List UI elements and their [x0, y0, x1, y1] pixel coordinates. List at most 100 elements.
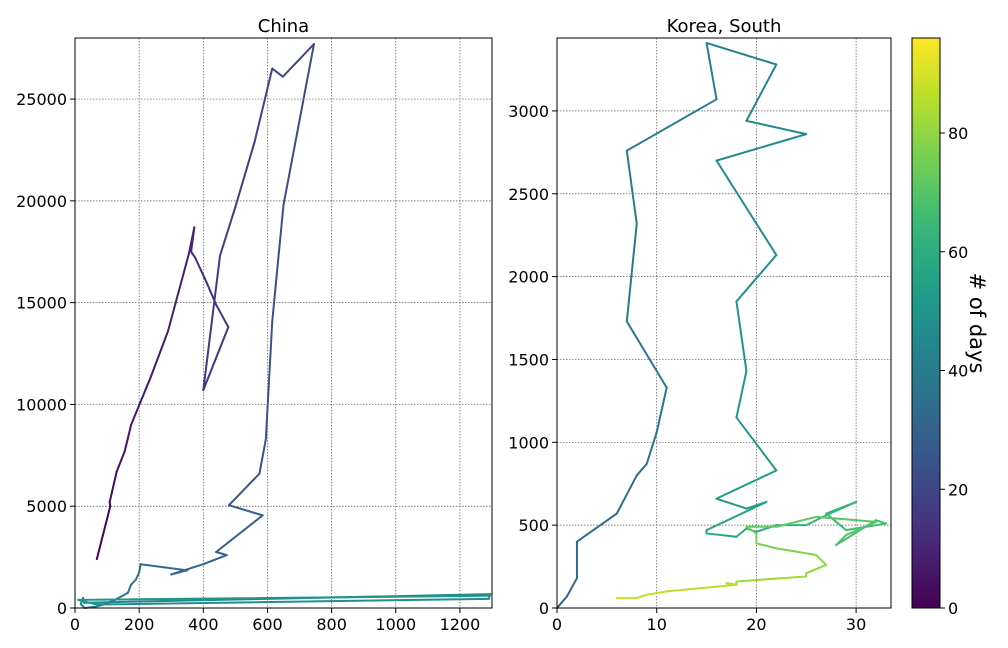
china-ytick-label-4: 20000	[16, 192, 67, 211]
china-xtick-label-2: 400	[188, 615, 219, 634]
korea-segment-17	[715, 159, 778, 257]
korea-ytick-label-3: 1500	[508, 350, 549, 369]
korea-ytick-label-5: 2500	[508, 185, 549, 204]
korea-segment-5	[635, 462, 648, 477]
china-segment-46	[99, 597, 490, 606]
china-segment-13	[215, 303, 230, 329]
korea-segment-52	[735, 575, 808, 583]
korea-segment-21	[735, 416, 778, 472]
korea-xtick-label-1: 10	[647, 615, 667, 634]
korea-segment-10	[625, 149, 638, 225]
korea-segment-37	[875, 519, 888, 525]
korea-segment-49	[815, 553, 828, 566]
china-ytick-label-2: 10000	[16, 395, 67, 414]
korea-segment-16	[715, 133, 808, 162]
korea-ytick-label-2: 1000	[508, 433, 549, 452]
china-segment-20	[281, 43, 315, 78]
china-segment-4	[123, 423, 133, 453]
korea-segment-44	[745, 525, 758, 535]
colorbar: 0 20 40 60 80 # of days	[911, 37, 989, 618]
korea-segment-11	[625, 98, 718, 152]
korea-segment-15	[745, 119, 808, 136]
colorbar-tick-label-2: 40	[948, 362, 968, 381]
korea-segment-20	[735, 370, 748, 419]
china-segment-47	[93, 602, 102, 606]
china-segment-32	[139, 563, 189, 572]
china-segment-23	[264, 319, 274, 441]
china-ytick-label-3: 15000	[16, 294, 67, 313]
korea-segment-47	[775, 547, 798, 553]
colorbar-gradient	[912, 38, 940, 608]
korea-segment-48	[795, 550, 818, 556]
korea-segment-23	[715, 497, 748, 510]
china-segment-2	[108, 470, 118, 504]
korea-segment-14	[745, 63, 778, 122]
korea-segment-50	[805, 563, 828, 575]
korea-segment-39	[835, 534, 848, 547]
korea-segment-27	[705, 532, 738, 538]
korea-segment-22	[715, 469, 778, 500]
korea-segment-6	[645, 431, 658, 465]
korea-segment-46	[755, 542, 778, 550]
china-segment-18	[253, 67, 274, 143]
china-segment-17	[234, 140, 256, 208]
china-segment-6	[149, 330, 170, 379]
korea-xtick-label-0: 0	[552, 615, 562, 634]
korea-ytick-label-0: 0	[539, 599, 549, 618]
china-ytick-label-5: 25000	[16, 90, 67, 109]
colorbar-tick-label-3: 60	[948, 243, 968, 262]
korea-segment-9	[625, 222, 638, 323]
china-segment-24	[258, 438, 267, 475]
china-segment-5	[130, 376, 152, 426]
china-segment-10	[190, 250, 197, 259]
china-ytick-label-1: 5000	[26, 497, 67, 516]
colorbar-label: # of days	[965, 273, 989, 374]
china-segment-7	[167, 252, 190, 333]
china-segment-19	[271, 67, 284, 78]
korea-segment-57	[645, 590, 668, 596]
korea-xtick-label-2: 20	[746, 615, 766, 634]
china-xtick-label-3: 600	[252, 615, 283, 634]
china-segment-15	[202, 254, 221, 392]
korea-segment-19	[735, 300, 748, 373]
korea-segment-0	[556, 595, 568, 609]
china-segment-22	[271, 203, 285, 322]
korea-ytick-label-4: 2000	[508, 268, 549, 287]
china-segment-27	[215, 514, 264, 554]
korea-plot: 0 10 20 30 0 500 1000 1500 2000 2500 3000 Korea, So…	[508, 16, 892, 634]
korea-segment-4	[615, 474, 638, 515]
colorbar-tick-label-0: 0	[948, 599, 958, 618]
korea-xtick-label-3: 30	[846, 615, 866, 634]
korea-segment-34	[825, 500, 858, 515]
china-xtick-label-1: 200	[124, 615, 155, 634]
china-segment-34	[134, 571, 141, 581]
china-plot: 0 200 400 600 800 1000 1200 0 5000 10000 15000 2000…	[16, 16, 493, 634]
korea-axes-frame	[556, 37, 892, 609]
china-segment-49	[77, 594, 490, 601]
china-segment-3	[115, 450, 126, 473]
china-ytick-label-0: 0	[57, 599, 67, 618]
korea-segment-28	[735, 527, 748, 538]
korea-segment-42	[775, 515, 818, 528]
korea-segment-18	[735, 254, 778, 303]
china-segment-36	[126, 583, 133, 594]
korea-segment-12	[705, 41, 718, 101]
china-xtick-label-6: 1200	[440, 615, 481, 634]
china-segment-25	[227, 472, 261, 507]
korea-segment-56	[665, 583, 738, 593]
china-segment-14	[202, 326, 230, 392]
china-segment-0	[95, 505, 112, 561]
china-segment-21	[282, 43, 315, 206]
china-segment-11	[194, 256, 208, 284]
china-segment-33	[138, 563, 142, 574]
korea-segment-25	[705, 500, 768, 532]
korea-segment-58	[635, 593, 648, 600]
korea-title: Korea, South	[667, 16, 782, 37]
china-segment-35	[130, 578, 137, 586]
korea-segment-13	[705, 41, 778, 66]
china-segment-26	[227, 504, 264, 517]
china-segment-28	[215, 551, 228, 557]
korea-segment-1	[565, 577, 578, 598]
korea-ytick-label-1: 500	[518, 516, 549, 535]
